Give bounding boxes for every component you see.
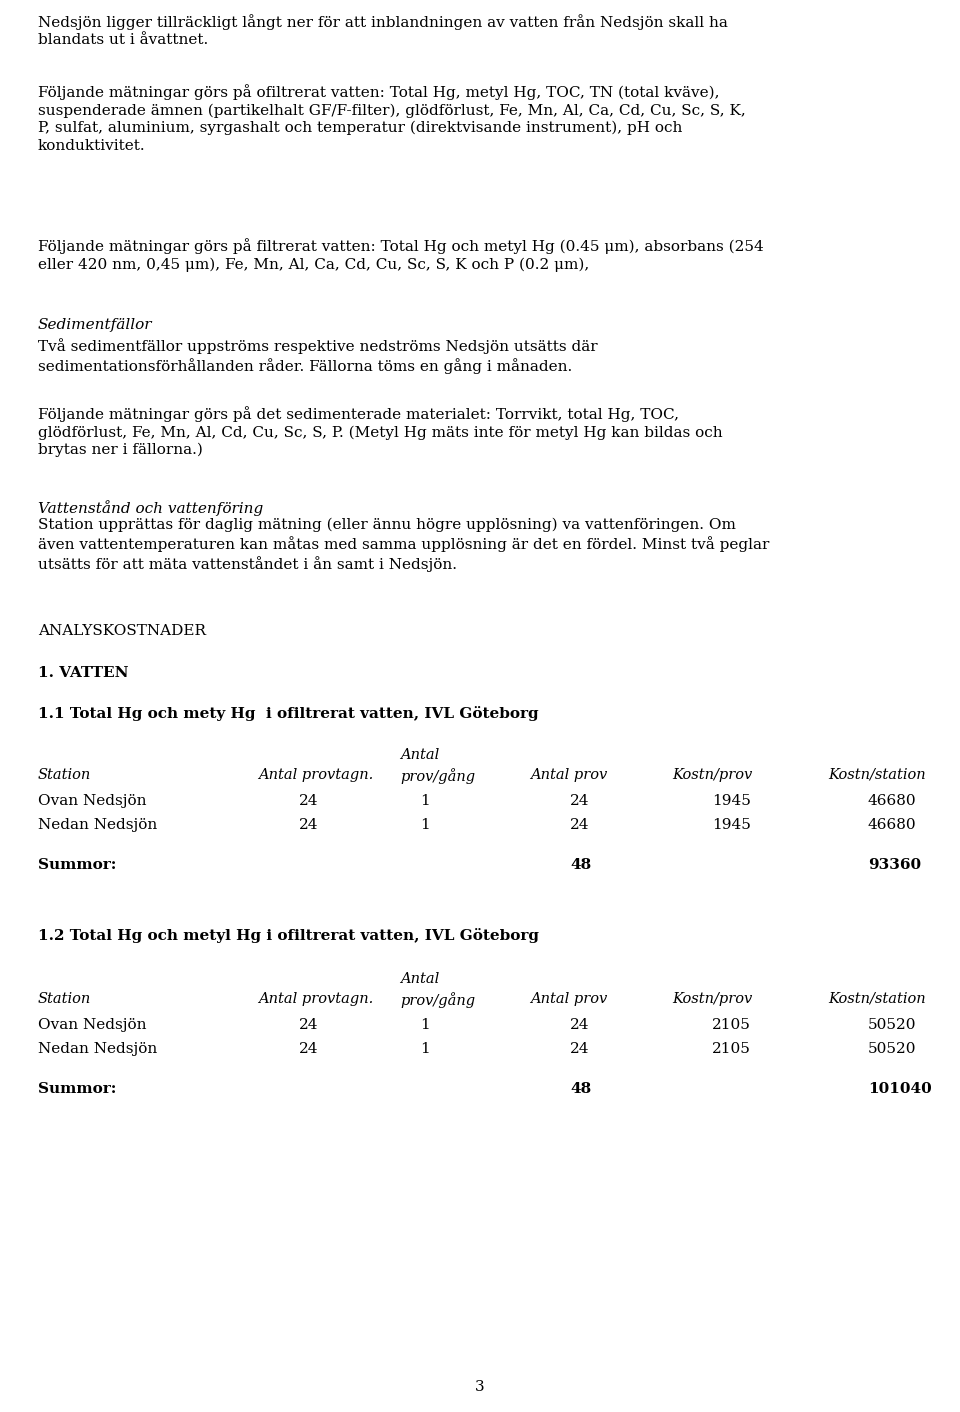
Text: Antal prov: Antal prov bbox=[530, 993, 608, 1005]
Text: 24: 24 bbox=[299, 1042, 318, 1056]
Text: 1: 1 bbox=[420, 818, 430, 832]
Text: 46680: 46680 bbox=[868, 794, 917, 808]
Text: Vattenstånd och vattenföring: Vattenstånd och vattenföring bbox=[38, 500, 263, 515]
Text: 50520: 50520 bbox=[868, 1018, 917, 1032]
Text: 1: 1 bbox=[420, 1042, 430, 1056]
Text: 24: 24 bbox=[299, 1018, 318, 1032]
Text: 24: 24 bbox=[570, 1042, 589, 1056]
Text: 1: 1 bbox=[420, 794, 430, 808]
Text: Station upprättas för daglig mätning (eller ännu högre upplösning) va vattenföri: Station upprättas för daglig mätning (el… bbox=[38, 518, 769, 572]
Text: Antal: Antal bbox=[400, 748, 440, 762]
Text: Antal prov: Antal prov bbox=[530, 768, 608, 782]
Text: 1.1 Total Hg och mety Hg  i ofiltrerat vatten, IVL Göteborg: 1.1 Total Hg och mety Hg i ofiltrerat va… bbox=[38, 706, 539, 722]
Text: 1945: 1945 bbox=[712, 794, 751, 808]
Text: prov/gång: prov/gång bbox=[400, 768, 475, 784]
Text: Nedsjön ligger tillräckligt långt ner för att inblandningen av vatten från Nedsj: Nedsjön ligger tillräckligt långt ner fö… bbox=[38, 14, 728, 47]
Text: Följande mätningar görs på det sedimenterade materialet: Torrvikt, total Hg, TOC: Följande mätningar görs på det sedimente… bbox=[38, 407, 723, 457]
Text: 1945: 1945 bbox=[712, 818, 751, 832]
Text: ANALYSKOSTNADER: ANALYSKOSTNADER bbox=[38, 624, 206, 638]
Text: Station: Station bbox=[38, 993, 91, 1005]
Text: Kostn/station: Kostn/station bbox=[828, 768, 925, 782]
Text: Antal: Antal bbox=[400, 971, 440, 986]
Text: 93360: 93360 bbox=[868, 858, 922, 873]
Text: 1.2 Total Hg och metyl Hg i ofiltrerat vatten, IVL Göteborg: 1.2 Total Hg och metyl Hg i ofiltrerat v… bbox=[38, 928, 539, 943]
Text: 101040: 101040 bbox=[868, 1082, 932, 1096]
Text: 1: 1 bbox=[420, 1018, 430, 1032]
Text: 2105: 2105 bbox=[712, 1018, 751, 1032]
Text: Antal provtagn.: Antal provtagn. bbox=[258, 993, 373, 1005]
Text: 2105: 2105 bbox=[712, 1042, 751, 1056]
Text: 24: 24 bbox=[299, 794, 318, 808]
Text: Kostn/station: Kostn/station bbox=[828, 993, 925, 1005]
Text: 24: 24 bbox=[570, 794, 589, 808]
Text: 24: 24 bbox=[299, 818, 318, 832]
Text: Ovan Nedsjön: Ovan Nedsjön bbox=[38, 794, 147, 808]
Text: Följande mätningar görs på filtrerat vatten: Total Hg och metyl Hg (0.45 μm), ab: Följande mätningar görs på filtrerat vat… bbox=[38, 239, 764, 271]
Text: Två sedimentfällor uppströms respektive nedströms Nedsjön utsätts där
sedimentat: Två sedimentfällor uppströms respektive … bbox=[38, 337, 598, 374]
Text: 1. VATTEN: 1. VATTEN bbox=[38, 666, 129, 681]
Text: Kostn/prov: Kostn/prov bbox=[672, 768, 753, 782]
Text: Summor:: Summor: bbox=[38, 1082, 116, 1096]
Text: Summor:: Summor: bbox=[38, 858, 116, 873]
Text: Ovan Nedsjön: Ovan Nedsjön bbox=[38, 1018, 147, 1032]
Text: 48: 48 bbox=[570, 858, 591, 873]
Text: 50520: 50520 bbox=[868, 1042, 917, 1056]
Text: Följande mätningar görs på ofiltrerat vatten: Total Hg, metyl Hg, TOC, TN (total: Följande mätningar görs på ofiltrerat va… bbox=[38, 83, 746, 152]
Text: Sedimentfällor: Sedimentfällor bbox=[38, 318, 153, 332]
Text: Nedan Nedsjön: Nedan Nedsjön bbox=[38, 818, 157, 832]
Text: Kostn/prov: Kostn/prov bbox=[672, 993, 753, 1005]
Text: Nedan Nedsjön: Nedan Nedsjön bbox=[38, 1042, 157, 1056]
Text: 24: 24 bbox=[570, 1018, 589, 1032]
Text: 3: 3 bbox=[475, 1380, 485, 1394]
Text: Antal provtagn.: Antal provtagn. bbox=[258, 768, 373, 782]
Text: 24: 24 bbox=[570, 818, 589, 832]
Text: Station: Station bbox=[38, 768, 91, 782]
Text: prov/gång: prov/gång bbox=[400, 993, 475, 1008]
Text: 46680: 46680 bbox=[868, 818, 917, 832]
Text: 48: 48 bbox=[570, 1082, 591, 1096]
